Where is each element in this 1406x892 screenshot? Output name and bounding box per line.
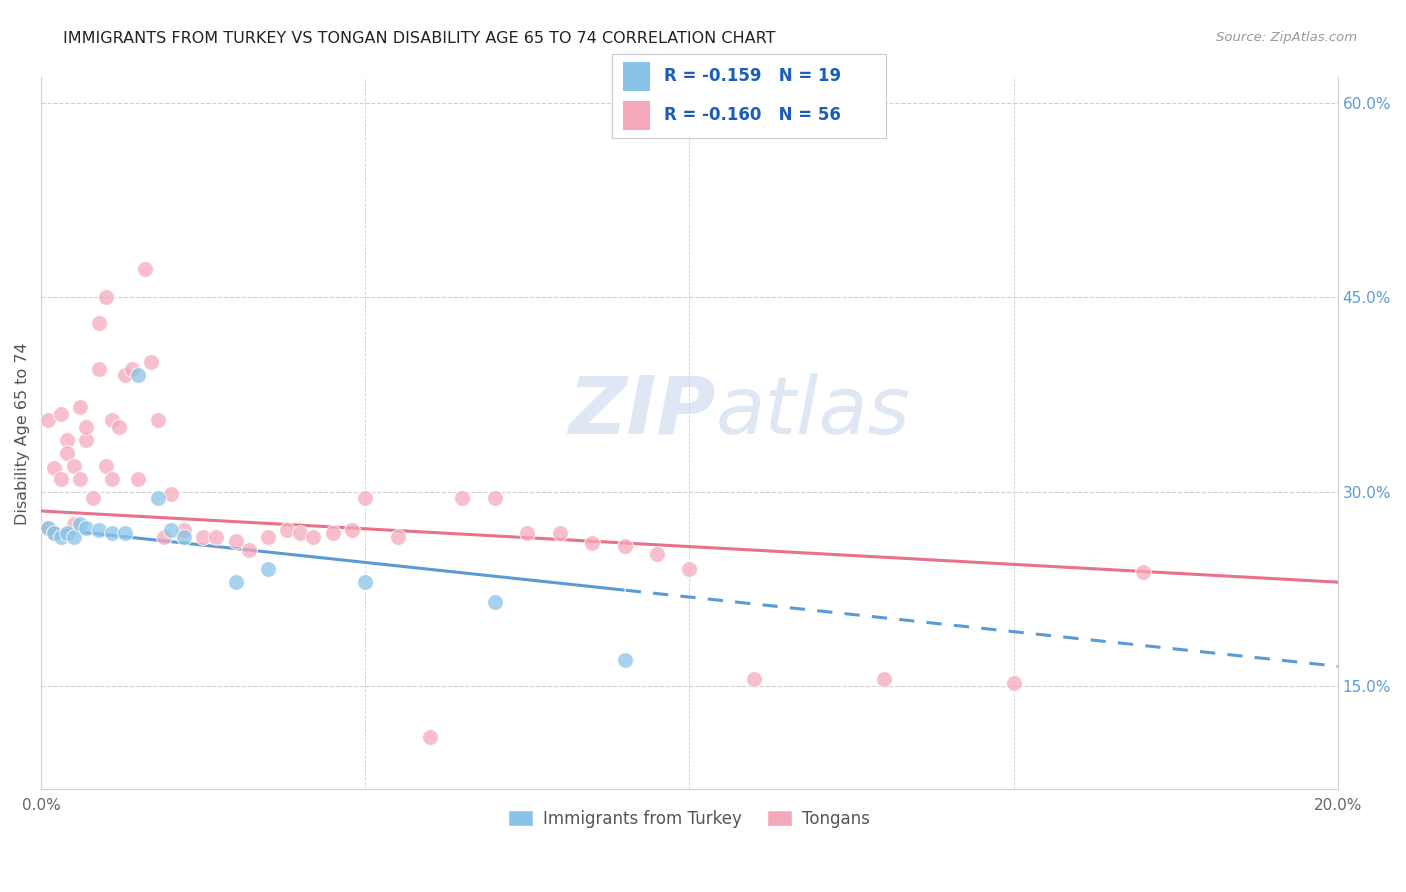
Point	[101, 472, 124, 486]
Point	[42, 526, 65, 541]
Point	[193, 530, 215, 544]
Point	[354, 491, 377, 505]
Point	[873, 672, 896, 686]
Text: IMMIGRANTS FROM TURKEY VS TONGAN DISABILITY AGE 65 TO 74 CORRELATION CHART: IMMIGRANTS FROM TURKEY VS TONGAN DISABIL…	[63, 31, 776, 46]
Point	[62, 516, 84, 531]
Point	[101, 413, 124, 427]
Text: Source: ZipAtlas.com: Source: ZipAtlas.com	[1216, 31, 1357, 45]
Point	[257, 562, 280, 576]
Point	[69, 472, 91, 486]
Point	[238, 542, 260, 557]
Point	[56, 446, 79, 460]
Point	[114, 368, 136, 383]
Point	[127, 368, 149, 383]
Point	[581, 536, 603, 550]
Point	[114, 526, 136, 541]
Point	[89, 361, 111, 376]
Legend: Immigrants from Turkey, Tongans: Immigrants from Turkey, Tongans	[502, 803, 877, 834]
Text: R = -0.159   N = 19: R = -0.159 N = 19	[664, 68, 841, 86]
Point	[82, 491, 104, 505]
Point	[134, 262, 156, 277]
Point	[37, 521, 59, 535]
Bar	[623, 101, 650, 130]
Point	[484, 594, 506, 608]
Point	[89, 524, 111, 538]
Point	[89, 316, 111, 330]
Point	[159, 524, 181, 538]
Y-axis label: Disability Age 65 to 74: Disability Age 65 to 74	[15, 342, 30, 524]
Point	[94, 290, 117, 304]
Point	[205, 530, 228, 544]
Point	[42, 526, 65, 541]
Bar	[623, 62, 650, 91]
Point	[516, 526, 538, 541]
Point	[56, 526, 79, 541]
Point	[613, 539, 636, 553]
Point	[173, 524, 195, 538]
Point	[49, 407, 72, 421]
Point	[159, 487, 181, 501]
Point	[146, 413, 169, 427]
Point	[76, 521, 98, 535]
Point	[127, 472, 149, 486]
Point	[290, 526, 312, 541]
Point	[678, 562, 700, 576]
Point	[742, 672, 765, 686]
Point	[94, 458, 117, 473]
Point	[419, 731, 441, 745]
Point	[49, 530, 72, 544]
Point	[613, 653, 636, 667]
Point	[354, 575, 377, 590]
Text: ZIP: ZIP	[568, 373, 716, 451]
Point	[484, 491, 506, 505]
Text: R = -0.160   N = 56: R = -0.160 N = 56	[664, 106, 841, 124]
Point	[225, 575, 247, 590]
Point	[1132, 565, 1154, 579]
Point	[342, 524, 364, 538]
Point	[645, 547, 668, 561]
Point	[322, 526, 344, 541]
Point	[146, 491, 169, 505]
Point	[37, 413, 59, 427]
Point	[76, 420, 98, 434]
Point	[62, 530, 84, 544]
Point	[62, 458, 84, 473]
Point	[173, 530, 195, 544]
Point	[302, 530, 325, 544]
Point	[49, 472, 72, 486]
Text: atlas: atlas	[716, 373, 910, 451]
Point	[108, 420, 131, 434]
Point	[42, 461, 65, 475]
Point	[37, 521, 59, 535]
Point	[387, 530, 409, 544]
Point	[225, 533, 247, 548]
Point	[548, 526, 571, 541]
Point	[1002, 676, 1025, 690]
Point	[76, 433, 98, 447]
Point	[56, 433, 79, 447]
Point	[257, 530, 280, 544]
Point	[153, 530, 176, 544]
Point	[69, 401, 91, 415]
Point	[451, 491, 474, 505]
Point	[69, 516, 91, 531]
Point	[101, 526, 124, 541]
Point	[276, 524, 298, 538]
Point	[141, 355, 163, 369]
Point	[121, 361, 143, 376]
